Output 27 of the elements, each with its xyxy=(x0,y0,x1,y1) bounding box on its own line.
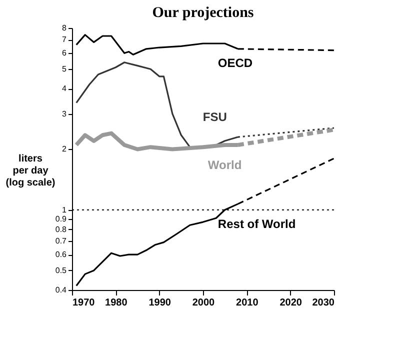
y-tick-label: 7 xyxy=(62,35,68,44)
series-label: FSU xyxy=(202,110,227,124)
y-tick-label: 0.8 xyxy=(55,224,68,234)
y-tick-label: 2 xyxy=(62,144,68,154)
x-tick-label: 1970 xyxy=(72,298,96,308)
series-label: World xyxy=(208,158,242,172)
y-tick-label: 0.9 xyxy=(55,214,68,224)
y-tick-label: 6 xyxy=(62,48,68,58)
y-tick-label: 0.4 xyxy=(55,286,68,294)
series-label: OECD xyxy=(218,56,253,70)
series-label: Rest of World xyxy=(218,216,296,231)
y-tick-label: 8 xyxy=(62,24,68,32)
y-tick-label: 0.5 xyxy=(55,266,68,275)
x-tick-label: 2020 xyxy=(280,298,302,308)
y-tick-label: 3 xyxy=(62,109,68,118)
x-tick-label: 1990 xyxy=(148,298,172,308)
y-tick-label: 0.6 xyxy=(55,250,68,260)
y-tick-label: 4 xyxy=(62,84,68,94)
x-tick-label: 1980 xyxy=(105,298,128,308)
y-tick-label: 0.7 xyxy=(55,236,68,246)
x-tick-label: 2030 xyxy=(312,298,335,308)
y-axis-title: liters per day (log scale) xyxy=(6,154,56,188)
x-tick-label: 2000 xyxy=(192,298,216,308)
x-tick-label: 2010 xyxy=(236,298,259,308)
chart-title: Our projections xyxy=(152,5,254,21)
y-tick-label: 1 xyxy=(62,205,68,214)
y-tick-label: 5 xyxy=(62,64,68,74)
